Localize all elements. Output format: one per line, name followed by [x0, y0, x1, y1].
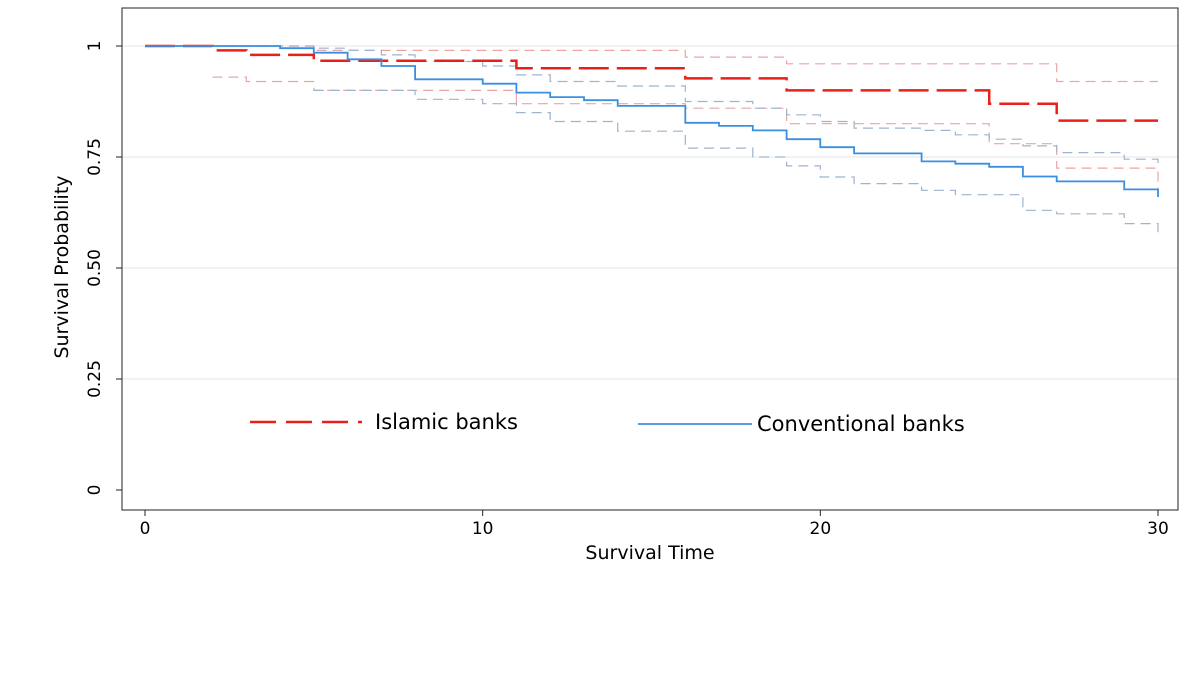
plot-frame [121, 7, 1179, 511]
x-tick-label: 0 [140, 519, 151, 539]
legend-label-conventional-banks: Conventional banks [757, 412, 965, 436]
ci-lower-conventional-banks [313, 89, 1159, 234]
survival-curves [145, 44, 1159, 197]
x-axis-title: Survival Time [585, 542, 714, 564]
legend: Islamic banks Conventional banks [250, 410, 965, 436]
y-tick-label: 0 [85, 485, 105, 496]
x-tick-label: 30 [1147, 519, 1169, 539]
series-line-islamic-banks [145, 44, 1158, 122]
x-tick-label: 10 [472, 519, 494, 539]
y-tick-label: 0.50 [85, 249, 105, 287]
x-tick-label: 20 [810, 519, 832, 539]
y-axis-title: Survival Probability [51, 175, 73, 358]
legend-label-islamic-banks: Islamic banks [375, 410, 518, 434]
y-tick-label: 0.75 [85, 138, 105, 176]
y-tick-label: 0.25 [85, 360, 105, 398]
y-tick-label: 1 [85, 41, 105, 52]
series-line-conventional-banks [145, 45, 1159, 197]
